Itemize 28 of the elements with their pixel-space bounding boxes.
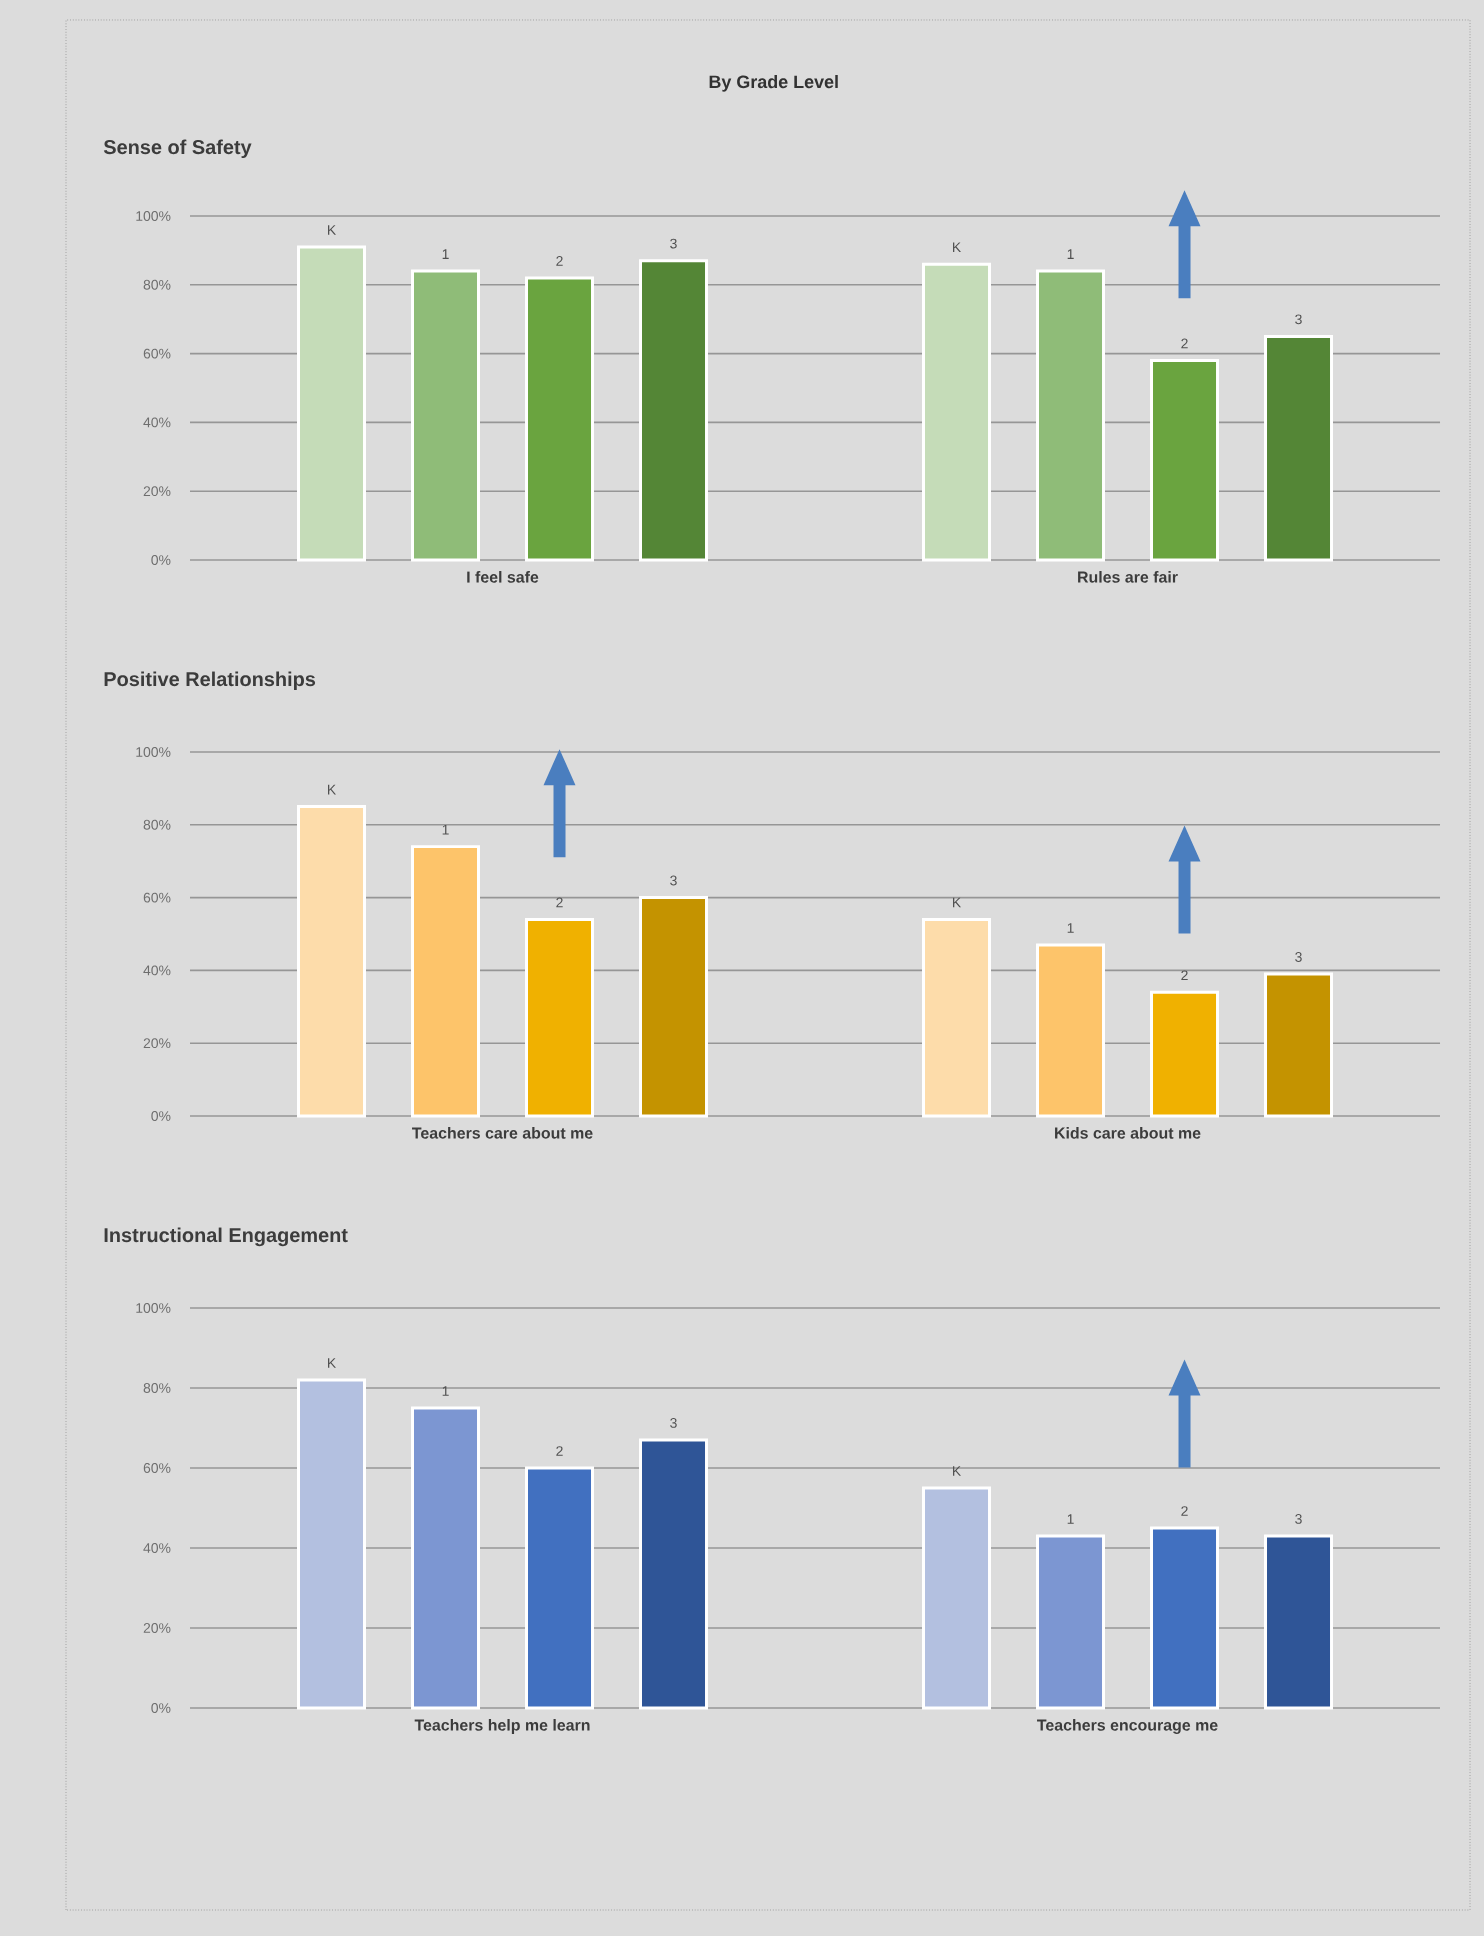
bar xyxy=(525,1466,595,1710)
bar xyxy=(411,845,481,1118)
bar xyxy=(1150,990,1220,1118)
bar xyxy=(1036,943,1106,1118)
bar xyxy=(922,1486,992,1710)
bar xyxy=(1036,1534,1106,1710)
bar xyxy=(922,917,992,1118)
chart-subtitle: Sense of Safety xyxy=(103,139,252,159)
bar xyxy=(1150,1526,1220,1710)
chart-title: Positive Relationships xyxy=(104,671,316,691)
bar xyxy=(525,917,595,1118)
bar xyxy=(297,805,367,1118)
bar xyxy=(297,245,367,562)
bar xyxy=(525,276,595,562)
bar xyxy=(1264,334,1334,562)
bar xyxy=(1264,972,1334,1118)
bar xyxy=(639,1438,709,1710)
bar xyxy=(1264,1534,1334,1710)
bar xyxy=(1150,358,1220,562)
chart-title: By Grade Level xyxy=(709,74,838,92)
bar xyxy=(411,1406,481,1710)
bar xyxy=(639,896,709,1118)
chart-title: Instructional Engagement xyxy=(104,1227,348,1247)
bar xyxy=(297,1378,367,1710)
bar xyxy=(922,262,992,562)
bar xyxy=(1036,269,1106,562)
bar xyxy=(639,259,709,562)
bar xyxy=(411,269,481,562)
